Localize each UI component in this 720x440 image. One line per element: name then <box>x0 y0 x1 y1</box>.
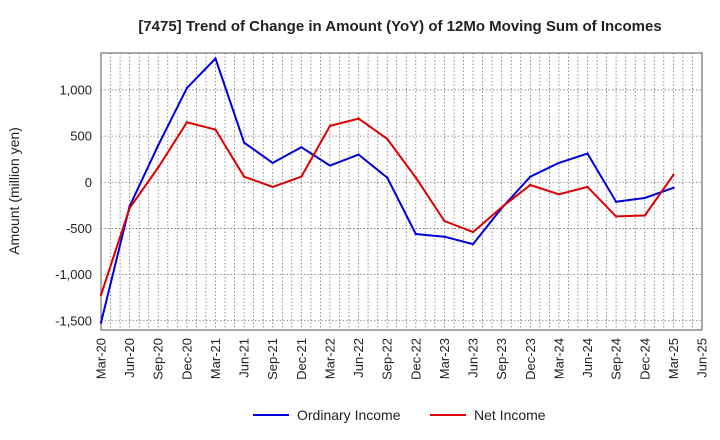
x-tick-label: Jun-22 <box>351 338 366 378</box>
y-tick-label: 1,000 <box>59 82 92 97</box>
legend-label-net-income: Net Income <box>474 407 546 423</box>
data-point-ordinary-income <box>643 196 646 200</box>
y-tick-label: -1,500 <box>55 313 92 328</box>
x-tick-label: Sep-20 <box>151 338 166 380</box>
data-point-net-income <box>643 214 646 217</box>
legend-label-ordinary-income: Ordinary Income <box>297 407 401 423</box>
data-point-net-income <box>443 219 446 223</box>
y-axis-label: Amount (million yen) <box>6 127 22 255</box>
data-point-net-income <box>157 166 160 169</box>
data-point-net-income <box>300 175 303 178</box>
data-point-net-income <box>500 206 503 209</box>
y-tick-label: 0 <box>85 175 92 190</box>
data-point-ordinary-income <box>586 152 589 155</box>
y-tick-label: 500 <box>70 129 92 144</box>
x-tick-label: Sep-23 <box>494 338 509 380</box>
x-tick-label: Jun-25 <box>695 338 710 378</box>
x-tick-label: Sep-21 <box>265 338 280 380</box>
y-axis-ticks: -1,500 -1,000 -500 0 500 1,000 <box>55 82 92 328</box>
x-tick-label: Mar-23 <box>437 338 452 379</box>
data-point-ordinary-income <box>529 175 532 178</box>
data-point-ordinary-income <box>242 141 246 144</box>
data-point-ordinary-income <box>357 153 360 156</box>
data-point-net-income <box>357 117 360 120</box>
data-point-net-income <box>328 124 332 128</box>
x-axis-ticks: Mar-20 Jun-20 Sep-20 Dec-20 Mar-21 Jun-21 Sep-… <box>94 338 710 380</box>
data-point-net-income <box>242 175 246 178</box>
data-point-net-income <box>586 185 589 189</box>
x-tick-label: Sep-22 <box>380 338 395 380</box>
data-point-ordinary-income <box>672 186 675 189</box>
series-layer <box>99 57 675 324</box>
data-point-ordinary-income <box>214 57 217 60</box>
plot-area <box>100 52 703 331</box>
data-point-ordinary-income <box>443 235 446 238</box>
data-point-ordinary-income <box>328 164 332 167</box>
data-point-ordinary-income <box>386 176 389 179</box>
data-point-ordinary-income <box>557 161 561 165</box>
data-point-net-income <box>214 128 217 131</box>
x-tick-label: Mar-25 <box>666 338 681 379</box>
x-tick-label: Sep-24 <box>609 338 624 380</box>
x-tick-label: Jun-21 <box>237 338 252 378</box>
data-point-net-income <box>271 185 274 189</box>
data-point-net-income <box>672 173 675 177</box>
x-tick-label: Jun-23 <box>466 338 481 378</box>
x-tick-label: Jun-24 <box>580 338 595 378</box>
x-tick-label: Mar-20 <box>94 338 109 379</box>
y-tick-label: -500 <box>66 221 92 236</box>
chart-title: [7475] Trend of Change in Amount (YoY) o… <box>138 18 661 35</box>
grid-lines <box>101 53 702 330</box>
plot-frame <box>100 52 703 331</box>
data-point-net-income <box>185 121 189 124</box>
legend: Ordinary Income Net Income <box>253 407 546 423</box>
x-tick-label: Mar-22 <box>323 338 338 379</box>
data-point-net-income <box>414 176 417 179</box>
x-tick-label: Dec-24 <box>637 338 652 380</box>
data-point-ordinary-income <box>300 146 303 149</box>
x-tick-label: Dec-22 <box>408 338 423 380</box>
data-point-net-income <box>529 183 532 187</box>
data-point-ordinary-income <box>614 200 618 203</box>
data-point-ordinary-income <box>185 86 189 90</box>
data-point-net-income <box>386 137 389 141</box>
x-tick-label: Dec-23 <box>523 338 538 380</box>
data-point-net-income <box>128 206 131 210</box>
data-point-net-income <box>614 215 618 218</box>
x-tick-label: Jun-20 <box>122 338 137 378</box>
data-point-ordinary-income <box>471 242 475 246</box>
x-tick-label: Dec-20 <box>179 338 194 380</box>
x-tick-label: Dec-21 <box>294 338 309 380</box>
x-tick-label: Mar-21 <box>208 338 223 379</box>
data-point-net-income <box>557 193 561 196</box>
data-point-net-income <box>471 230 475 234</box>
data-point-net-income <box>99 293 103 297</box>
x-tick-label: Mar-24 <box>551 338 566 379</box>
data-point-ordinary-income <box>414 232 417 236</box>
data-point-ordinary-income <box>157 144 160 147</box>
data-point-ordinary-income <box>271 161 274 165</box>
y-tick-label: -1,000 <box>55 267 92 282</box>
data-point-ordinary-income <box>99 321 103 324</box>
